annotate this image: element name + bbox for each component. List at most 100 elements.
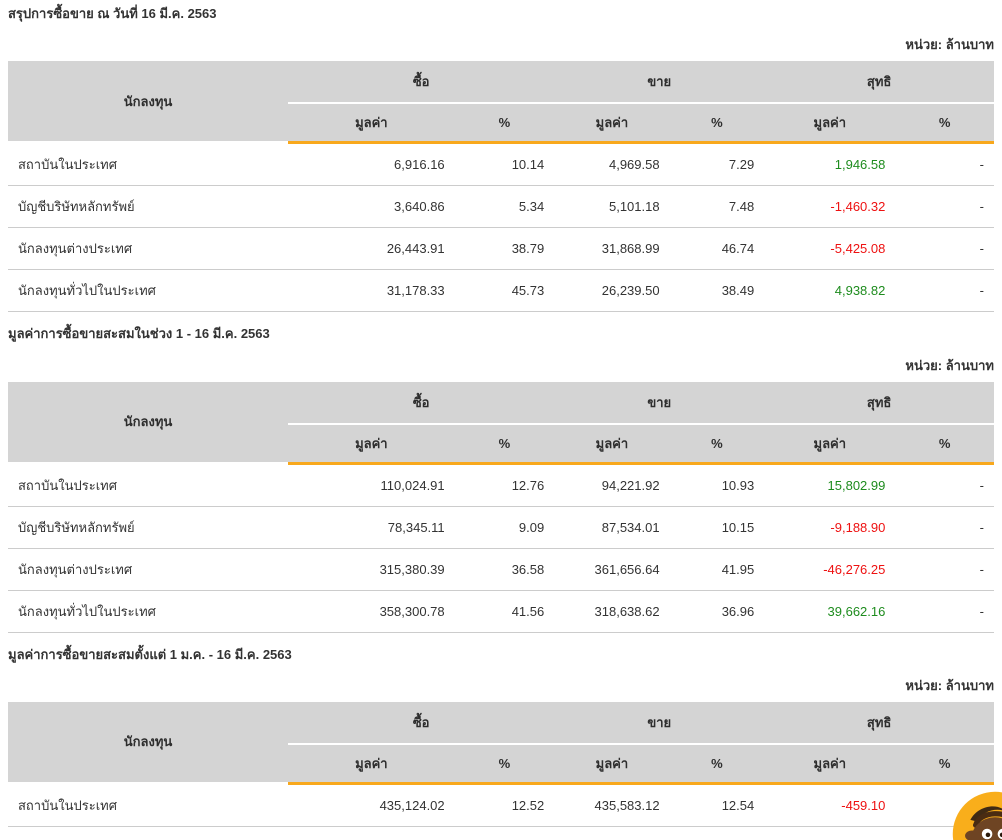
unit-label: หน่วย: ล้านบาท — [905, 677, 994, 693]
sell-percent: 10.15 — [669, 506, 765, 549]
net-percent-header: % — [895, 103, 994, 145]
buy-value-header: มูลค่า — [288, 423, 455, 465]
buy-percent-header: % — [454, 423, 555, 465]
table-row: นักลงทุนทั่วไปในประเทศ 31,178.33 45.73 2… — [8, 269, 994, 313]
net-percent: - — [895, 142, 994, 187]
column-header-investor: นักลงทุน — [8, 701, 289, 785]
buy-percent-header: % — [454, 103, 555, 145]
column-header-investor: นักลงทุน — [8, 61, 289, 145]
sell-percent: 10.93 — [669, 463, 765, 507]
sell-value-header: มูลค่า — [554, 743, 670, 785]
sell-percent: 36.96 — [669, 590, 765, 633]
buy-value: 435,124.02 — [288, 783, 455, 827]
net-percent: - — [895, 548, 994, 591]
buy-value: 26,443.91 — [288, 227, 455, 271]
column-header-investor: นักลงทุน — [8, 381, 289, 465]
buy-value: 110,024.91 — [288, 463, 455, 507]
unit-label: หน่วย: ล้านบาท — [905, 37, 994, 53]
sell-percent: 7.48 — [669, 185, 765, 229]
buy-percent: 5.34 — [454, 185, 555, 229]
group-header-row: นักลงทุน ซื้อ ขาย สุทธิ — [8, 61, 994, 145]
net-percent: - — [895, 590, 994, 633]
sell-value: 5,101.18 — [554, 185, 670, 229]
buy-value: 423,325.82 — [288, 826, 455, 840]
table-row: นักลงทุนทั่วไปในประเทศ 358,300.78 41.56 … — [8, 590, 994, 633]
column-header-net: สุทธิ — [764, 701, 994, 745]
net-value: 1,946.58 — [764, 142, 896, 187]
investor-name: สถาบันในประเทศ — [8, 142, 289, 187]
sell-value-header: มูลค่า — [554, 103, 670, 145]
buy-percent: 12.76 — [454, 463, 555, 507]
sub-header-row: มูลค่า % มูลค่า % มูลค่า % — [8, 103, 994, 145]
sell-percent: 7.29 — [669, 142, 765, 187]
bull-mascot-icon — [952, 791, 1002, 840]
net-value: 39,662.16 — [764, 590, 896, 633]
buy-percent: 41.56 — [454, 590, 555, 633]
table-row: บัญชีบริษัทหลักทรัพย์ 3,640.86 5.34 5,10… — [8, 185, 994, 229]
investor-name: นักลงทุนทั่วไปในประเทศ — [8, 269, 289, 313]
table-row: สถาบันในประเทศ 110,024.91 12.76 94,221.9… — [8, 463, 994, 507]
sell-percent-header: % — [669, 103, 765, 145]
investor-name: นักลงทุนต่างประเทศ — [8, 227, 289, 271]
net-percent: - — [895, 227, 994, 271]
column-header-sell: ขาย — [554, 61, 765, 105]
buy-value: 31,178.33 — [288, 269, 455, 313]
sell-value: 318,638.62 — [554, 590, 670, 633]
sell-value: 4,969.58 — [554, 142, 670, 187]
buy-percent: 12.52 — [454, 783, 555, 827]
investor-summary-table: นักลงทุน ซื้อ ขาย สุทธิ มูลค่า % มูลค่า … — [8, 381, 994, 633]
net-percent-header: % — [895, 423, 994, 465]
sell-value: 26,239.50 — [554, 269, 670, 313]
table-row: บัญชีบริษัทหลักทรัพย์ 423,325.82 12.18 4… — [8, 826, 994, 840]
sell-percent-header: % — [669, 743, 765, 785]
column-header-buy: ซื้อ — [288, 61, 555, 105]
buy-percent: 12.18 — [454, 826, 555, 840]
sell-value: 361,656.64 — [554, 548, 670, 591]
month-to-date-section: มูลค่าการซื้อขายสะสมในช่วง 1 - 16 มี.ค. … — [0, 326, 1002, 633]
net-value: -1,460.32 — [764, 185, 896, 229]
sub-header-row: มูลค่า % มูลค่า % มูลค่า % — [8, 743, 994, 785]
net-value-header: มูลค่า — [764, 103, 896, 145]
investor-name: นักลงทุนทั่วไปในประเทศ — [8, 590, 289, 633]
net-percent-header: % — [895, 743, 994, 785]
section-title: มูลค่าการซื้อขายสะสมตั้งแต่ 1 ม.ค. - 16 … — [8, 646, 292, 662]
column-header-buy: ซื้อ — [288, 701, 555, 745]
column-header-net: สุทธิ — [764, 381, 994, 425]
group-header-row: นักลงทุน ซื้อ ขาย สุทธิ — [8, 701, 994, 785]
net-percent: - — [895, 185, 994, 229]
investor-name: นักลงทุนต่างประเทศ — [8, 548, 289, 591]
buy-percent: 36.58 — [454, 548, 555, 591]
net-percent: - — [895, 269, 994, 313]
investor-summary-table: นักลงทุน ซื้อ ขาย สุทธิ มูลค่า % มูลค่า … — [8, 61, 994, 313]
net-value: -5,425.08 — [764, 227, 896, 271]
sell-value: 433,297.05 — [554, 826, 670, 840]
net-percent: - — [895, 506, 994, 549]
daily-summary-section: สรุปการซื้อขาย ณ วันที่ 16 มี.ค. 2563 หน… — [0, 6, 1002, 313]
column-header-net: สุทธิ — [764, 61, 994, 105]
net-value: -459.10 — [764, 783, 896, 827]
buy-value: 358,300.78 — [288, 590, 455, 633]
sub-header-row: มูลค่า % มูลค่า % มูลค่า % — [8, 423, 994, 465]
year-to-date-section: มูลค่าการซื้อขายสะสมตั้งแต่ 1 ม.ค. - 16 … — [0, 647, 1002, 840]
column-header-sell: ขาย — [554, 701, 765, 745]
sell-value: 87,534.01 — [554, 506, 670, 549]
investor-name: บัญชีบริษัทหลักทรัพย์ — [8, 826, 289, 840]
investor-summary-table: นักลงทุน ซื้อ ขาย สุทธิ มูลค่า % มูลค่า … — [8, 701, 994, 840]
net-percent: - — [895, 463, 994, 507]
buy-percent: 10.14 — [454, 142, 555, 187]
table-row: สถาบันในประเทศ 6,916.16 10.14 4,969.58 7… — [8, 142, 994, 187]
sell-value: 94,221.92 — [554, 463, 670, 507]
investor-name: สถาบันในประเทศ — [8, 783, 289, 827]
net-value-header: มูลค่า — [764, 423, 896, 465]
investor-name: สถาบันในประเทศ — [8, 463, 289, 507]
buy-value-header: มูลค่า — [288, 103, 455, 145]
column-header-sell: ขาย — [554, 381, 765, 425]
buy-percent-header: % — [454, 743, 555, 785]
sell-percent: 41.95 — [669, 548, 765, 591]
sell-value: 31,868.99 — [554, 227, 670, 271]
net-value: -9,971.23 — [764, 826, 896, 840]
section-title: มูลค่าการซื้อขายสะสมในช่วง 1 - 16 มี.ค. … — [8, 326, 270, 342]
buy-value: 315,380.39 — [288, 548, 455, 591]
chatbot-mascot-button[interactable] — [951, 790, 1002, 840]
